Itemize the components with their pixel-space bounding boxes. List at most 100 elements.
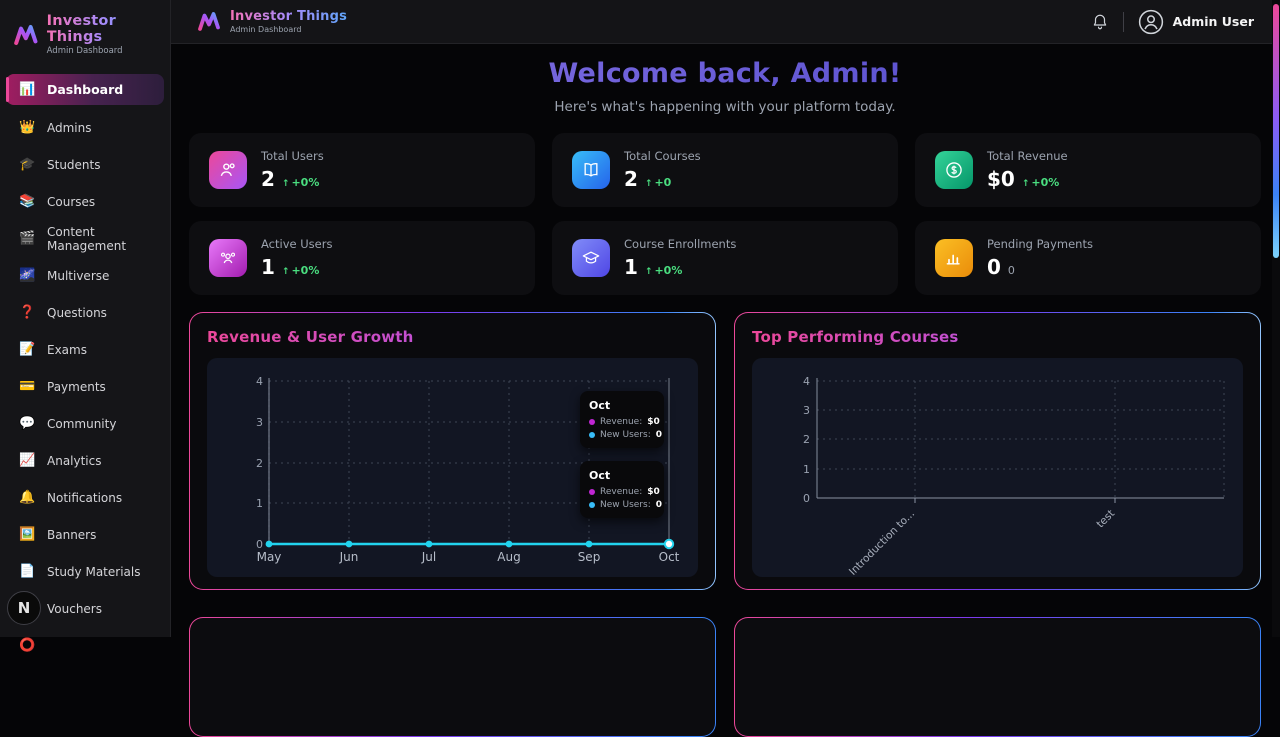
svg-text:3: 3 <box>256 416 263 429</box>
chart-up-icon: 📈 <box>19 453 36 468</box>
stat-value: $0 <box>987 167 1015 191</box>
sidebar-item-notifications[interactable]: 🔔 Notifications <box>19 490 123 505</box>
logo-icon <box>198 12 220 31</box>
svg-text:Jun: Jun <box>339 550 359 564</box>
user-name[interactable]: Admin User <box>1172 14 1254 29</box>
trend-up-icon: ↑ <box>281 267 290 277</box>
sidebar-item-analytics[interactable]: 📈 Analytics <box>19 453 102 468</box>
sidebar-item-students[interactable]: 🎓 Students <box>19 157 101 172</box>
stat-change: ↑ +0% <box>281 176 320 189</box>
active-data-point <box>663 538 675 550</box>
svg-text:2: 2 <box>256 457 263 470</box>
sidebar-item-multiverse[interactable]: 🌌 Multiverse <box>19 268 110 283</box>
sidebar-brand: Investor Things Admin Dashboard <box>0 0 170 66</box>
stat-card-total-users: Total Users 2 ↑ +0% <box>189 133 535 207</box>
sidebar-item-community[interactable]: 💬 Community <box>19 416 117 431</box>
image-icon: 🖼️ <box>19 527 36 542</box>
trend-up-icon: ↑ <box>644 267 653 277</box>
chart-tooltip: Oct Revenue: $0 New Users: 0 <box>580 391 664 448</box>
top-courses-chart: 4 3 2 1 0 Introduction to... test <box>752 358 1243 577</box>
chart-tooltip: Oct Revenue: $0 New Users: 0 <box>580 461 664 518</box>
sidebar-item-questions[interactable]: ❓ Questions <box>19 305 107 320</box>
galaxy-icon: 🌌 <box>19 268 36 283</box>
exam-paper-icon: 📝 <box>19 342 36 357</box>
line-chart-canvas: 4 3 2 1 0 May Jun Jul Aug Sep <box>256 375 680 564</box>
sidebar-item-banners[interactable]: 🖼️ Banners <box>19 527 97 542</box>
svg-text:May: May <box>257 550 282 564</box>
sidebar-item-exams[interactable]: 📝 Exams <box>19 342 87 357</box>
bottom-card-right <box>734 617 1261 737</box>
bottom-cards-row <box>189 617 1261 737</box>
brand-subtitle: Admin Dashboard <box>46 46 123 56</box>
stat-value: 1 <box>624 255 638 279</box>
graduation-icon: 🎓 <box>19 157 36 172</box>
svg-text:4: 4 <box>803 375 810 388</box>
stats-grid: Total Users 2 ↑ +0% Total Courses 2 ↑ +0 T… <box>189 133 1261 295</box>
brand-name: Investor Things <box>47 13 158 45</box>
sidebar: Investor Things Admin Dashboard 📊 Dashbo… <box>0 0 171 652</box>
user-avatar[interactable] <box>1138 9 1164 35</box>
top-courses-card: Top Performing Courses 4 3 2 <box>734 312 1261 590</box>
sidebar-nav: 📊 Dashboard 👑 Admins 🎓 Students 📚 Course… <box>0 66 170 664</box>
stat-card-total-courses: Total Courses 2 ↑ +0 <box>552 133 898 207</box>
book-icon <box>572 151 610 189</box>
users-group-icon <box>209 239 247 277</box>
nextjs-dev-badge[interactable]: N <box>7 591 41 625</box>
svg-text:Jul: Jul <box>421 550 436 564</box>
stat-card-total-revenue: Total Revenue $0 ↑ +0% <box>915 133 1261 207</box>
data-points <box>265 540 593 548</box>
notification-bell-icon[interactable] <box>1091 13 1109 31</box>
sidebar-item-admins[interactable]: 👑 Admins <box>19 120 92 135</box>
svg-text:Aug: Aug <box>497 550 520 564</box>
revenue-growth-chart: 4 3 2 1 0 May Jun Jul Aug Sep <box>207 358 698 577</box>
document-icon: 📄 <box>19 564 36 579</box>
chart-title: Top Performing Courses <box>752 328 1243 346</box>
svg-text:0: 0 <box>256 538 263 551</box>
revenue-growth-card: Revenue & User Growth 4 3 2 1 <box>189 312 716 590</box>
stat-change: 0 <box>1007 264 1015 277</box>
crown-icon: 👑 <box>19 120 36 135</box>
users-icon <box>209 151 247 189</box>
sidebar-item-study-materials[interactable]: 📄 Study Materials <box>19 564 141 579</box>
top-header: Investor Things Admin Dashboard Admin Us… <box>171 0 1280 44</box>
sidebar-item-dashboard[interactable]: 📊 Dashboard <box>6 74 164 105</box>
stat-change: ↑ +0% <box>281 264 320 277</box>
bar-chart-canvas: 4 3 2 1 0 Introduction to... test <box>803 375 1225 577</box>
stat-card-active-users: Active Users 1 ↑ +0% <box>189 221 535 295</box>
stat-value: 0 <box>987 255 1001 279</box>
scrollbar-thumb[interactable] <box>1273 4 1279 258</box>
svg-text:1: 1 <box>803 463 810 476</box>
graduation-cap-icon <box>572 239 610 277</box>
credit-card-icon: 💳 <box>19 379 36 394</box>
stat-value: 2 <box>624 167 638 191</box>
logo-icon <box>14 24 38 45</box>
trend-up-icon: ↑ <box>644 179 653 189</box>
svg-text:1: 1 <box>256 497 263 510</box>
new-users-dot-icon <box>589 432 595 438</box>
svg-text:2: 2 <box>803 433 810 446</box>
brand-subtitle: Admin Dashboard <box>230 25 302 34</box>
header-brand: Investor Things Admin Dashboard <box>197 9 347 34</box>
sidebar-item-content-management[interactable]: 🎬 Content Management <box>19 224 127 253</box>
category-label: Introduction to... <box>847 508 917 577</box>
header-divider <box>1122 11 1124 32</box>
page-subtitle: Here's what's happening with your platfo… <box>554 99 896 115</box>
revenue-dot-icon <box>589 419 595 425</box>
stat-card-course-enrollments: Course Enrollments 1 ↑ +0% <box>552 221 898 295</box>
category-label: test <box>1094 508 1117 531</box>
sidebar-item-courses[interactable]: 📚 Courses <box>19 194 96 209</box>
stat-value: 1 <box>261 255 275 279</box>
bell-icon: 🔔 <box>19 490 36 505</box>
revenue-dot-icon <box>589 489 595 495</box>
new-users-dot-icon <box>589 502 595 508</box>
svg-text:4: 4 <box>256 375 263 388</box>
page-scrollbar[interactable] <box>1272 0 1280 637</box>
chart-title: Revenue & User Growth <box>207 328 698 346</box>
sidebar-item-payments[interactable]: 💳 Payments <box>19 379 106 394</box>
charts-row: Revenue & User Growth 4 3 2 1 <box>189 312 1261 590</box>
books-icon: 📚 <box>19 194 36 209</box>
stat-change: ↑ +0% <box>1021 176 1060 189</box>
dashboard-icon: 📊 <box>19 82 36 97</box>
svg-text:Oct: Oct <box>659 550 680 564</box>
brand-name: Investor Things <box>230 9 348 24</box>
